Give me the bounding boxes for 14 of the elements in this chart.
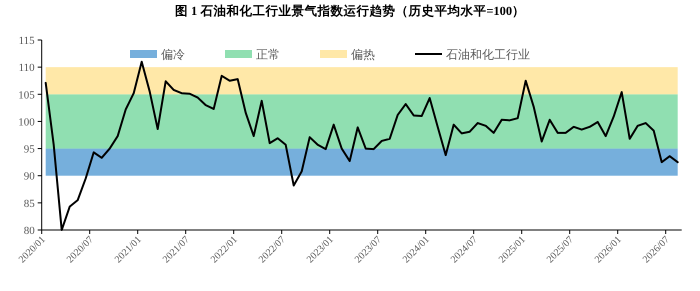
legend-label: 石油和化工行业	[446, 48, 530, 62]
y-tick-label: 110	[18, 62, 36, 74]
y-tick-label: 100	[18, 116, 36, 128]
chart-title: 图 1 石油和化工行业景气指数运行趋势（历史平均水平=100）	[174, 3, 526, 18]
y-tick-label: 105	[18, 89, 36, 102]
y-tick-label: 115	[18, 35, 36, 47]
y-tick-label: 85	[24, 198, 36, 210]
y-tick-label: 90	[24, 170, 36, 183]
y-tick-label: 80	[24, 225, 36, 237]
legend-label: 偏冷	[161, 48, 185, 62]
line-series	[44, 60, 679, 231]
legend-label: 偏热	[351, 48, 375, 62]
y-tick-label: 95	[24, 144, 36, 156]
legend-label: 正常	[256, 48, 280, 62]
